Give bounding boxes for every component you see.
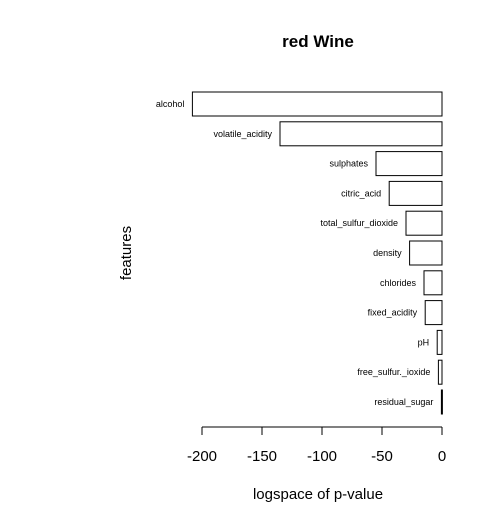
bar-fixed_acidity [425, 301, 442, 325]
bar-total_sulfur_dioxide [406, 211, 442, 235]
bar-label: total_sulfur_dioxide [320, 218, 398, 228]
x-tick-label: -150 [247, 448, 277, 465]
x-axis: -200 -150 -100 -50 0 [187, 427, 446, 465]
bar-label: pH [418, 337, 430, 347]
y-axis-label: features [118, 226, 135, 280]
bar-label: sulphates [329, 159, 368, 169]
bar-chlorides [424, 271, 442, 295]
bar-label: fixed_acidity [368, 308, 418, 318]
bar-label: residual_sugar [374, 397, 433, 407]
bar-volatile_acidity [280, 122, 442, 146]
bar-free_sulfur._ioxide [438, 360, 442, 384]
bars-group: alcohol volatile_acidity sulphates citric_a… [156, 92, 443, 414]
bar-sulphates [376, 152, 442, 176]
bar-label: volatile_acidity [213, 129, 272, 139]
bar-label: density [373, 248, 402, 258]
x-tick-label: -50 [371, 448, 393, 465]
x-axis-label: logspace of p-value [253, 486, 383, 503]
x-tick-label: 0 [438, 448, 446, 465]
bar-label: alcohol [156, 99, 185, 109]
x-tick-label: -200 [187, 448, 217, 465]
bar-label: chlorides [380, 278, 417, 288]
bar-label: citric_acid [341, 188, 381, 198]
bar-citric_acid [389, 181, 442, 205]
bar-density [410, 241, 442, 265]
bar-pH [437, 330, 442, 354]
bar-alcohol [192, 92, 442, 116]
chart-title: red Wine [282, 32, 354, 51]
bar-residual_sugar [441, 390, 442, 414]
x-tick-label: -100 [307, 448, 337, 465]
bar-label: free_sulfur._ioxide [357, 367, 430, 377]
